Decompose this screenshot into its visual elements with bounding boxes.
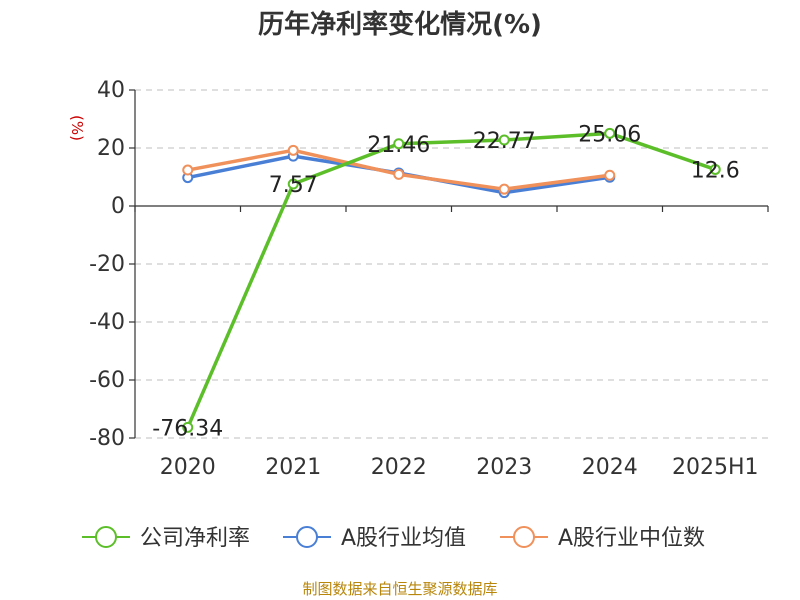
data-point[interactable]: [498, 183, 510, 195]
legend-label: A股行业中位数: [558, 526, 705, 551]
y-tick-label: 0: [111, 194, 125, 219]
x-tick-label: 2023: [476, 455, 532, 480]
legend-marker: [95, 526, 117, 548]
series-group: [182, 127, 721, 433]
legend-item[interactable]: A股行业均值: [283, 526, 466, 551]
legend-item[interactable]: 公司净利率: [82, 526, 250, 551]
legend[interactable]: 公司净利率 A股行业均值 A股行业中位数: [82, 526, 705, 551]
data-label: 22.77: [473, 129, 536, 154]
y-tick-label: 40: [97, 78, 125, 103]
axes: 40 20 0 -20 -40 -60 -80 2020 2021 2022 2023 2024 202…: [89, 78, 769, 480]
data-point[interactable]: [393, 138, 405, 150]
data-label: 21.46: [367, 133, 430, 158]
data-point[interactable]: [182, 421, 194, 433]
y-tick-label: 20: [97, 136, 125, 161]
y-tick-label: -60: [89, 368, 125, 393]
series-line: [186, 131, 716, 429]
x-tick-label: 2020: [160, 455, 216, 480]
data-point[interactable]: [393, 168, 405, 180]
data-point[interactable]: [182, 164, 194, 176]
legend-marker: [513, 526, 535, 548]
legend-label: 公司净利率: [140, 526, 250, 551]
legend-marker: [296, 526, 318, 548]
chart-title: 历年净利率变化情况(%): [258, 9, 542, 40]
data-label: 7.57: [269, 173, 318, 198]
x-tick-label: 2024: [582, 455, 638, 480]
data-point[interactable]: [604, 127, 616, 139]
data-label: -76.34: [152, 416, 223, 441]
data-point[interactable]: [604, 169, 616, 181]
legend-label: A股行业均值: [341, 526, 466, 551]
data-labels: -76.34 7.57 21.46 22.77 25.06 12.6: [152, 122, 739, 441]
source-note: 制图数据来自恒生聚源数据库: [302, 580, 497, 598]
data-point[interactable]: [709, 163, 721, 175]
data-point[interactable]: [287, 178, 299, 190]
data-label: 12.6: [691, 158, 740, 183]
y-tick-label: -20: [89, 252, 125, 277]
y-axis-label: (%): [68, 115, 86, 141]
legend-item[interactable]: A股行业中位数: [500, 526, 705, 551]
y-tick-label: -80: [89, 426, 125, 451]
y-tick-label: -40: [89, 310, 125, 335]
data-point[interactable]: [287, 144, 299, 156]
x-tick-label: 2025H1: [672, 455, 759, 480]
data-point[interactable]: [498, 134, 510, 146]
x-tick-label: 2021: [265, 455, 321, 480]
x-tick-label: 2022: [371, 455, 427, 480]
data-label: 25.06: [578, 122, 641, 147]
